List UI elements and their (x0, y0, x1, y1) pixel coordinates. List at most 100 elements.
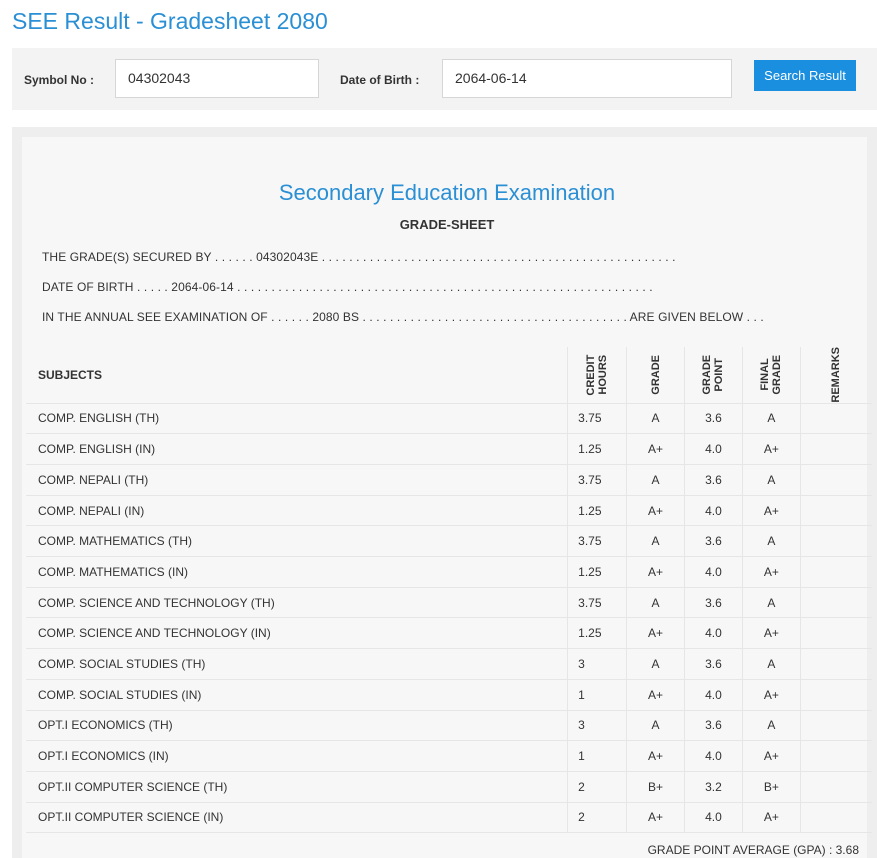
subject-cell: COMP. MATHEMATICS (IN) (26, 556, 568, 588)
grade-header: GRADE (649, 354, 662, 395)
remarks-cell (799, 679, 872, 711)
gpa-summary: GRADE POINT AVERAGE (GPA) : 3.68 (647, 843, 859, 857)
table-row: COMP. ENGLISH (TH) 3.75 A 3.6 A (26, 403, 872, 435)
final-grade-header: FINAL GRADE (759, 354, 784, 395)
grade-point-cell: 3.6 (684, 648, 743, 680)
final-grade-cell: A+ (741, 556, 801, 588)
subject-cell: COMP. SCIENCE AND TECHNOLOGY (TH) (26, 587, 568, 619)
subject-cell: COMP. MATHEMATICS (TH) (26, 525, 568, 558)
subject-cell: COMP. ENGLISH (IN) (26, 433, 568, 465)
final-grade-cell: A+ (741, 679, 801, 711)
grade-cell: A (626, 525, 685, 558)
credit-hours-cell: 1.25 (567, 433, 627, 465)
date-of-birth-label: Date of Birth : (340, 73, 420, 87)
search-form: Symbol No : 04302043 Date of Birth : 206… (12, 48, 877, 110)
symbol-number-input[interactable]: 04302043 (115, 59, 319, 98)
final-grade-cell: A (741, 403, 801, 435)
grade-cell: A (626, 710, 685, 742)
remarks-cell (799, 433, 872, 465)
page-title: SEE Result - Gradesheet 2080 (12, 8, 328, 34)
grade-cell: A+ (626, 740, 685, 772)
remarks-cell (799, 464, 872, 496)
table-row: COMP. SOCIAL STUDIES (TH) 3 A 3.6 A (26, 648, 872, 680)
grade-cell: A+ (626, 617, 685, 650)
symbol-number-label: Symbol No : (24, 73, 95, 87)
grade-point-cell: 3.6 (684, 464, 743, 496)
table-row: COMP. SOCIAL STUDIES (IN) 1 A+ 4.0 A+ (26, 679, 872, 711)
credit-hours-cell: 1 (567, 740, 627, 772)
table-row: COMP. NEPALI (IN) 1.25 A+ 4.0 A+ (26, 495, 872, 527)
table-row: COMP. SCIENCE AND TECHNOLOGY (IN) 1.25 A+ 4… (26, 617, 872, 650)
subject-cell: COMP. ENGLISH (TH) (26, 403, 568, 435)
final-grade-cell: A+ (741, 802, 801, 834)
remarks-cell (799, 771, 872, 803)
final-grade-cell: A (741, 648, 801, 680)
table-row: COMP. SCIENCE AND TECHNOLOGY (TH) 3.75 A 3.… (26, 587, 872, 619)
credit-hours-cell: 3 (567, 710, 627, 742)
credit-hours-cell: 1.25 (567, 617, 627, 650)
search-result-button[interactable]: Search Result (754, 60, 856, 91)
grade-cell: A+ (626, 802, 685, 834)
subject-cell: OPT.II COMPUTER SCIENCE (TH) (26, 771, 568, 803)
table-row: OPT.II COMPUTER SCIENCE (IN) 2 A+ 4.0 A+ (26, 802, 872, 834)
final-grade-cell: A+ (741, 495, 801, 527)
grade-cell: A (626, 403, 685, 435)
grade-cell: B+ (626, 771, 685, 803)
credit-hours-cell: 1.25 (567, 556, 627, 588)
subject-cell: OPT.I ECONOMICS (IN) (26, 740, 568, 772)
grade-point-cell: 4.0 (684, 802, 743, 834)
credit-hours-header: CREDIT HOURS (585, 354, 610, 396)
credit-hours-cell: 3 (567, 648, 627, 680)
table-row: OPT.I ECONOMICS (TH) 3 A 3.6 A (26, 710, 872, 742)
date-of-birth-line: DATE OF BIRTH . . . . . 2064-06-14 . . .… (42, 280, 653, 294)
examination-line: IN THE ANNUAL SEE EXAMINATION OF . . . .… (42, 310, 764, 324)
grade-cell: A (626, 587, 685, 619)
grade-point-cell: 4.0 (684, 433, 743, 465)
gradesheet-panel: Secondary Education Examination GRADE-SH… (12, 127, 877, 858)
table-row: COMP. ENGLISH (IN) 1.25 A+ 4.0 A+ (26, 433, 872, 465)
table-row: COMP. MATHEMATICS (TH) 3.75 A 3.6 A (26, 525, 872, 558)
subject-cell: COMP. SCIENCE AND TECHNOLOGY (IN) (26, 617, 568, 650)
table-row: COMP. MATHEMATICS (IN) 1.25 A+ 4.0 A+ (26, 556, 872, 588)
remarks-cell (799, 710, 872, 742)
final-grade-cell: A (741, 525, 801, 558)
grade-point-cell: 4.0 (684, 556, 743, 588)
grade-cell: A+ (626, 495, 685, 527)
final-grade-cell: A (741, 587, 801, 619)
final-grade-cell: A (741, 464, 801, 496)
credit-hours-cell: 1.25 (567, 495, 627, 527)
final-grade-cell: A (741, 710, 801, 742)
grade-point-header: GRADE POINT (701, 354, 726, 395)
subject-cell: COMP. SOCIAL STUDIES (TH) (26, 648, 568, 680)
credit-hours-cell: 3.75 (567, 587, 627, 619)
gradesheet-title: GRADE-SHEET (399, 217, 495, 232)
date-of-birth-input[interactable]: 2064-06-14 (442, 59, 732, 98)
grade-point-cell: 4.0 (684, 617, 743, 650)
subject-cell: COMP. NEPALI (IN) (26, 495, 568, 527)
remarks-cell (799, 587, 872, 619)
subjects-header: SUBJECTS (26, 347, 568, 404)
remarks-cell (799, 556, 872, 588)
remarks-cell (799, 802, 872, 834)
credit-hours-cell: 3.75 (567, 525, 627, 558)
final-grade-cell: A+ (741, 617, 801, 650)
table-row: OPT.I ECONOMICS (IN) 1 A+ 4.0 A+ (26, 740, 872, 772)
grade-point-cell: 3.6 (684, 525, 743, 558)
remarks-cell (799, 403, 872, 435)
grade-point-cell: 3.6 (684, 710, 743, 742)
secured-by-line: THE GRADE(S) SECURED BY . . . . . . 0430… (42, 250, 676, 264)
remarks-cell (799, 648, 872, 680)
grade-point-cell: 3.6 (684, 587, 743, 619)
credit-hours-cell: 1 (567, 679, 627, 711)
grades-table: SUBJECTS CREDIT HOURS GRADE GRADE POINT … (26, 347, 872, 834)
subject-cell: OPT.II COMPUTER SCIENCE (IN) (26, 802, 568, 834)
final-grade-cell: B+ (741, 771, 801, 803)
grade-cell: A (626, 648, 685, 680)
remarks-header: REMARKS (830, 347, 843, 403)
credit-hours-cell: 2 (567, 771, 627, 803)
credit-hours-cell: 2 (567, 802, 627, 834)
remarks-cell (799, 740, 872, 772)
remarks-cell (799, 617, 872, 650)
grades-header-row: SUBJECTS CREDIT HOURS GRADE GRADE POINT … (26, 347, 872, 404)
grade-cell: A+ (626, 556, 685, 588)
